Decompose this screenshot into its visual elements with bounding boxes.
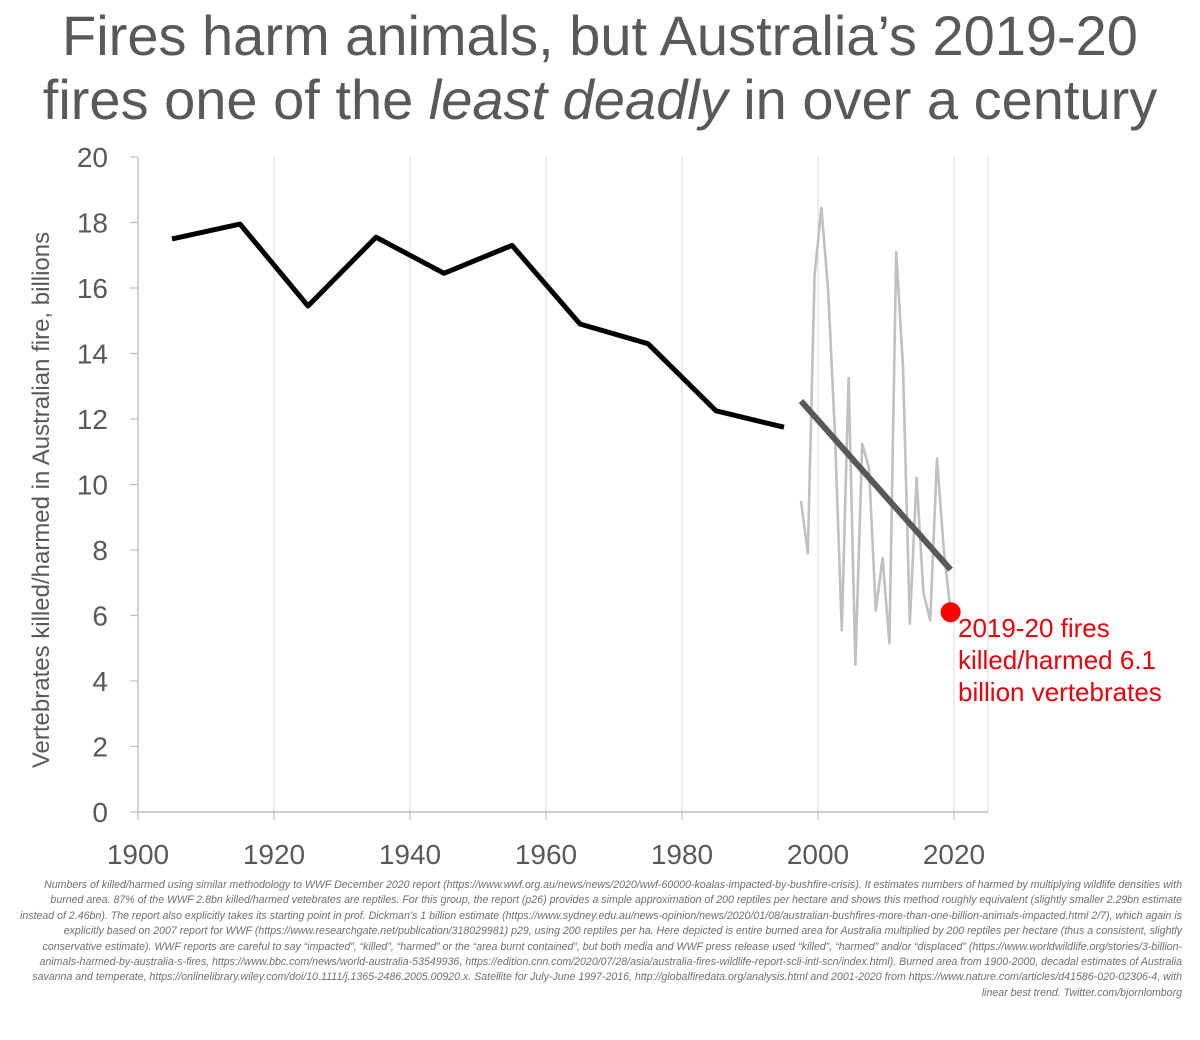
x-tick-label: 2020 xyxy=(923,839,985,870)
highlight-point xyxy=(940,602,961,623)
y-tick-label: 4 xyxy=(92,666,108,697)
highlight-annotation: 2019-20 fires killed/harmed 6.1 billion … xyxy=(958,612,1198,708)
line-chart: 1900 1920 1940 1960 1980 2000 2020 0 2 4 6 8 10 12 14… xyxy=(28,142,989,870)
y-tick-labels: 0 2 4 6 8 10 12 14 16 18 20 xyxy=(77,142,108,828)
x-tick-label: 1980 xyxy=(651,839,713,870)
data-series xyxy=(171,206,953,666)
y-tick-label: 2 xyxy=(92,732,108,763)
annotation-line-1: 2019-20 fires xyxy=(958,613,1110,643)
highlight-marker xyxy=(940,602,961,623)
title-line-2-start: fires one of the xyxy=(42,68,429,131)
annotation-line-3: billion vertebrates xyxy=(958,677,1162,707)
x-tick-label: 1940 xyxy=(379,839,441,870)
y-axis-label: Vertebrates killed/harmed in Australian … xyxy=(28,232,55,768)
annotation-line-2: killed/harmed 6.1 xyxy=(958,645,1156,675)
title-emphasis: least deadly xyxy=(428,68,728,131)
title-line-2-end: in over a century xyxy=(727,68,1158,131)
decadal-series-line xyxy=(171,221,785,430)
x-tick-labels: 1900 1920 1940 1960 1980 2000 2020 xyxy=(107,839,985,870)
axes xyxy=(130,156,988,820)
x-tick-label: 2000 xyxy=(787,839,849,870)
y-tick-label: 6 xyxy=(92,601,108,632)
annual-series-line xyxy=(799,206,952,666)
x-tick-label: 1960 xyxy=(515,839,577,870)
y-tick-label: 14 xyxy=(77,339,108,370)
x-tick-label: 1920 xyxy=(243,839,305,870)
x-tick-label: 1900 xyxy=(107,839,169,870)
y-tick-label: 8 xyxy=(92,535,108,566)
title-line-2: fires one of the least deadly in over a … xyxy=(0,68,1200,132)
y-tick-label: 12 xyxy=(77,404,108,435)
chart-title: Fires harm animals, but Australia’s 2019… xyxy=(0,4,1200,132)
y-tick-label: 18 xyxy=(77,208,108,239)
y-tick-label: 0 xyxy=(92,797,108,828)
trend-line xyxy=(798,399,953,572)
y-tick-label: 16 xyxy=(77,273,108,304)
title-line-1: Fires harm animals, but Australia’s 2019… xyxy=(62,4,1138,67)
y-tick-label: 20 xyxy=(77,142,108,173)
y-tick-label: 10 xyxy=(77,470,108,501)
source-footnote: Numbers of killed/harmed using similar m… xyxy=(20,879,1182,999)
